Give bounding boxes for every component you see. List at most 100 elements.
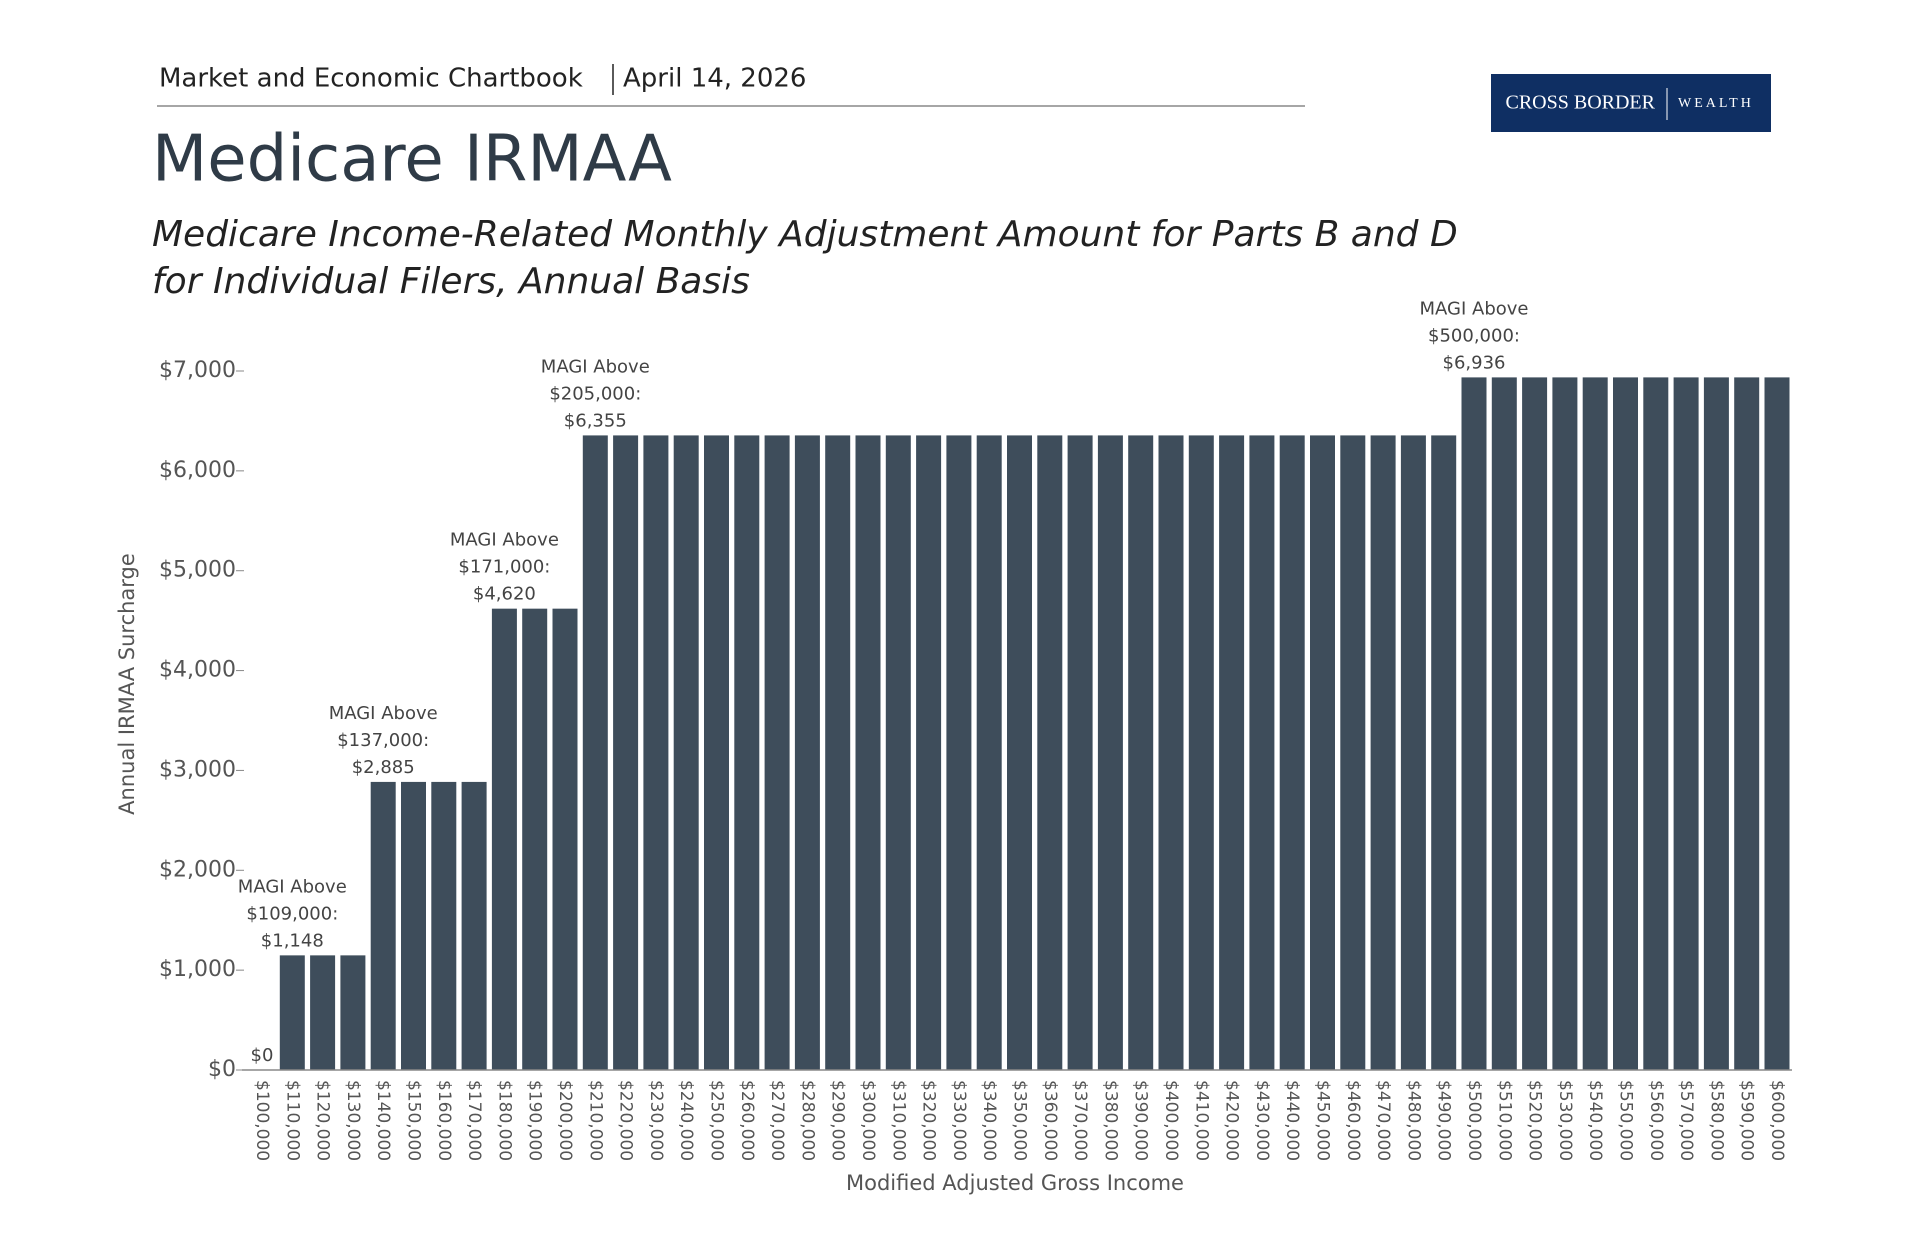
bar bbox=[279, 955, 305, 1070]
bar bbox=[794, 435, 820, 1071]
bar bbox=[1067, 435, 1093, 1071]
bar bbox=[1158, 435, 1184, 1071]
annotation: $137,000: bbox=[337, 730, 429, 751]
bar bbox=[340, 955, 366, 1070]
x-tick-label: $370,000 bbox=[1070, 1080, 1090, 1161]
bar bbox=[431, 781, 457, 1070]
x-tick-label: $270,000 bbox=[767, 1080, 787, 1161]
x-tick-label: $150,000 bbox=[404, 1080, 424, 1161]
bar bbox=[370, 781, 396, 1070]
bar bbox=[1582, 377, 1608, 1070]
x-tick-label: $480,000 bbox=[1403, 1080, 1423, 1161]
bar bbox=[704, 435, 729, 1071]
x-tick-label: $240,000 bbox=[676, 1080, 696, 1161]
x-tick-label: $600,000 bbox=[1767, 1080, 1787, 1161]
x-tick-label: $230,000 bbox=[646, 1080, 666, 1161]
x-tick-label: $220,000 bbox=[616, 1080, 636, 1161]
bar bbox=[522, 608, 548, 1070]
bar bbox=[1219, 435, 1245, 1071]
x-tick-label: $350,000 bbox=[1010, 1080, 1030, 1161]
annotation: $500,000: bbox=[1428, 325, 1520, 346]
bar bbox=[613, 435, 639, 1071]
x-axis-title: Modified Adjusted Gross Income bbox=[846, 1171, 1184, 1195]
x-tick-label: $330,000 bbox=[949, 1080, 969, 1161]
x-tick-label: $200,000 bbox=[555, 1080, 575, 1161]
bar bbox=[643, 435, 669, 1071]
bar bbox=[1097, 435, 1123, 1071]
bar bbox=[1613, 377, 1638, 1070]
x-tick-label: $250,000 bbox=[707, 1080, 727, 1161]
x-tick-label: $440,000 bbox=[1282, 1080, 1302, 1161]
bar bbox=[1643, 377, 1669, 1070]
annotation: $4,620 bbox=[473, 584, 536, 605]
bar bbox=[1279, 435, 1305, 1071]
annotation: $109,000: bbox=[246, 903, 338, 924]
x-tick-label: $580,000 bbox=[1706, 1080, 1726, 1161]
x-tick-label: $210,000 bbox=[585, 1080, 605, 1161]
x-tick-label: $490,000 bbox=[1434, 1080, 1454, 1161]
y-tick-label: $5,000 bbox=[159, 558, 236, 583]
bar bbox=[552, 608, 578, 1070]
y-tick-label: $1,000 bbox=[159, 957, 236, 982]
x-tick-label: $450,000 bbox=[1313, 1080, 1333, 1161]
x-tick-label: $410,000 bbox=[1191, 1080, 1211, 1161]
x-tick-label: $300,000 bbox=[858, 1080, 878, 1161]
bar bbox=[1461, 377, 1487, 1070]
bar bbox=[946, 435, 972, 1071]
bar bbox=[885, 435, 911, 1071]
y-tick-label: $7,000 bbox=[159, 358, 236, 383]
bar bbox=[401, 781, 426, 1070]
bar bbox=[825, 435, 851, 1071]
y-tick-label: $0 bbox=[208, 1057, 236, 1082]
annotation: $6,936 bbox=[1443, 352, 1506, 373]
bar bbox=[1340, 435, 1366, 1071]
x-tick-label: $380,000 bbox=[1100, 1080, 1120, 1161]
x-tick-label: $100,000 bbox=[252, 1080, 272, 1161]
bar bbox=[1310, 435, 1335, 1071]
chart-title: Medicare IRMAA bbox=[152, 123, 672, 197]
x-tick-label: $190,000 bbox=[525, 1080, 545, 1161]
annotation: MAGI Above bbox=[329, 703, 438, 724]
annotation: $171,000: bbox=[458, 557, 550, 578]
x-tick-label: $290,000 bbox=[828, 1080, 848, 1161]
publication: Market and Economic Chartbook bbox=[159, 64, 583, 94]
bar bbox=[1431, 435, 1457, 1071]
x-tick-label: $160,000 bbox=[434, 1080, 454, 1161]
y-axis-title: Annual IRMAA Surcharge bbox=[115, 553, 139, 815]
bar bbox=[1037, 435, 1063, 1071]
bar bbox=[976, 435, 1002, 1071]
chart-subtitle: for Individual Filers, Annual Basis bbox=[152, 261, 750, 302]
y-tick-label: $3,000 bbox=[159, 757, 236, 782]
chart-subtitle: Medicare Income-Related Monthly Adjustme… bbox=[152, 214, 1458, 255]
x-tick-label: $130,000 bbox=[343, 1080, 363, 1161]
bar bbox=[1370, 435, 1396, 1071]
bar bbox=[1703, 377, 1729, 1070]
bar bbox=[491, 608, 517, 1070]
bar bbox=[1764, 377, 1790, 1070]
x-tick-label: $310,000 bbox=[888, 1080, 908, 1161]
x-tick-label: $400,000 bbox=[1161, 1080, 1181, 1161]
x-tick-label: $360,000 bbox=[1040, 1080, 1060, 1161]
x-tick-label: $470,000 bbox=[1373, 1080, 1393, 1161]
x-tick-label: $340,000 bbox=[979, 1080, 999, 1161]
bar bbox=[1188, 435, 1214, 1071]
annotation: MAGI Above bbox=[541, 356, 650, 377]
x-tick-label: $570,000 bbox=[1676, 1080, 1696, 1161]
x-tick-label: $110,000 bbox=[282, 1080, 302, 1161]
x-tick-label: $520,000 bbox=[1525, 1080, 1545, 1161]
annotation: MAGI Above bbox=[450, 530, 559, 551]
annotation: MAGI Above bbox=[238, 876, 347, 897]
logo-name: CROSS BORDER bbox=[1506, 92, 1656, 114]
x-tick-label: $560,000 bbox=[1646, 1080, 1666, 1161]
bar bbox=[1673, 377, 1699, 1070]
x-tick-label: $500,000 bbox=[1464, 1080, 1484, 1161]
logo bbox=[1491, 74, 1771, 132]
bar bbox=[1128, 435, 1154, 1071]
bar bbox=[673, 435, 699, 1071]
x-tick-label: $420,000 bbox=[1222, 1080, 1242, 1161]
bar bbox=[1491, 377, 1517, 1070]
bar bbox=[1734, 377, 1760, 1070]
annotation: $2,885 bbox=[352, 757, 415, 778]
